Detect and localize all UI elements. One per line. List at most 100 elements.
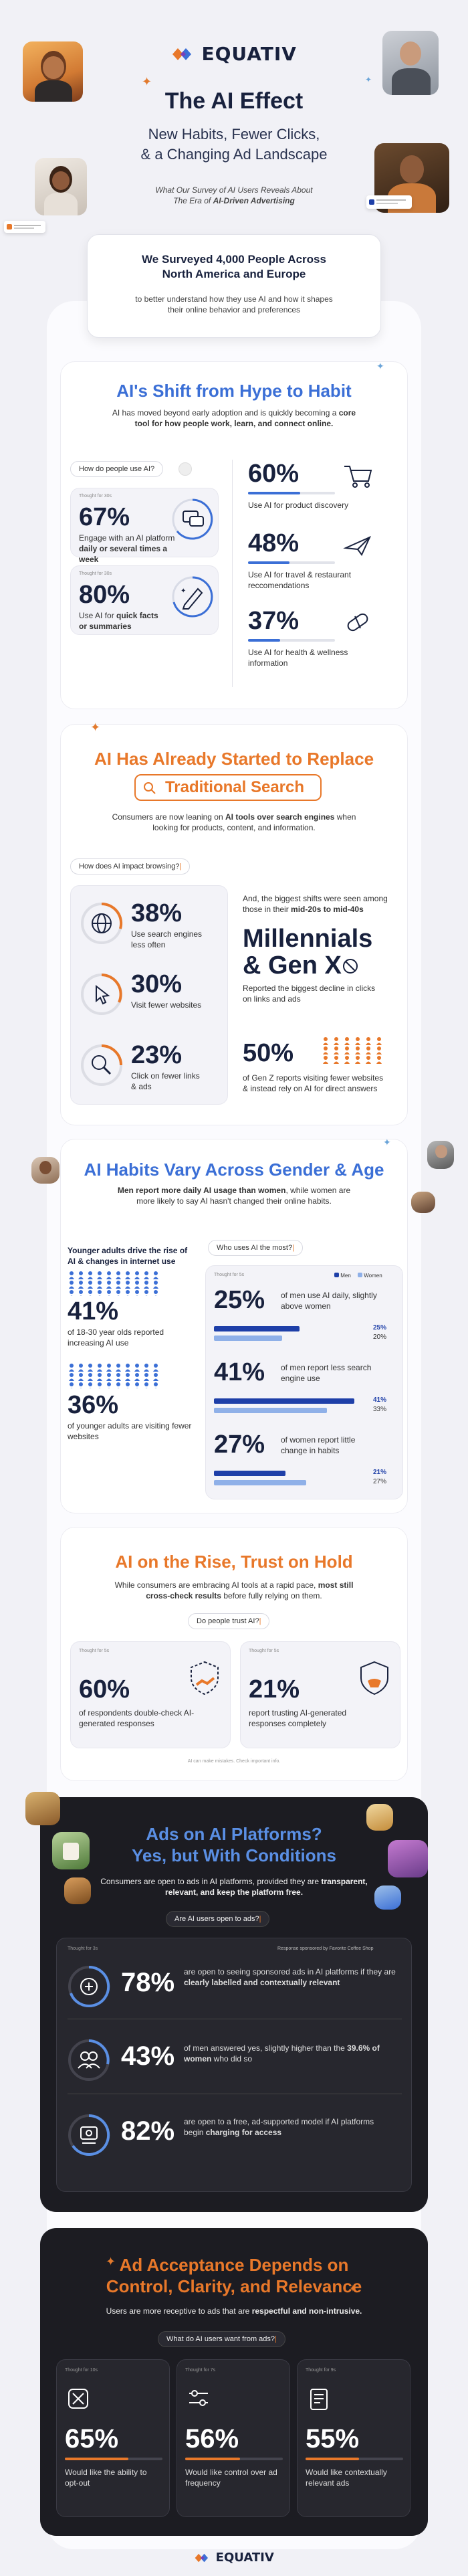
cursor-icon — [81, 974, 122, 1015]
stat-text: Use AI for health & wellness information — [248, 648, 348, 668]
trust-card-complete: Thought for 5s 21% report trusting AI-ge… — [240, 1641, 400, 1748]
chat-bubbles-icon — [172, 498, 213, 540]
legend-men: Men — [340, 1273, 351, 1279]
thought-label: Thought for 5s — [214, 1273, 245, 1277]
sparkle-icon: ✦ — [376, 361, 384, 371]
bar-fill — [65, 2458, 128, 2460]
thought-label: Thought for 5s — [249, 1649, 279, 1653]
divider — [232, 460, 233, 687]
stat-text: report trusting AI-generated responses c… — [249, 1708, 347, 1728]
bar-men — [214, 1326, 300, 1331]
section-ad-acceptance: ✦ ✦ Ad Acceptance Depends on Control, Cl… — [40, 2228, 428, 2536]
mini-chat-card-left — [4, 221, 45, 233]
plane-icon — [343, 536, 372, 556]
legend-women: Women — [364, 1273, 382, 1279]
stat-value: 60% — [79, 1675, 130, 1704]
stat-text: Would like control over ad frequency — [185, 2468, 277, 2488]
hero-photo-man-beard — [374, 143, 449, 213]
bar-fill — [248, 492, 300, 494]
photo-person-right-top — [427, 1141, 454, 1169]
cart-icon — [344, 466, 372, 488]
thought-label: Thought for 5s — [79, 1649, 110, 1653]
bar-women-label: 20% — [373, 1333, 387, 1341]
section-title: AI's Shift from Hype to Habit — [116, 381, 352, 401]
generation-text: Reported the biggest decline in clicks o… — [243, 984, 376, 1004]
thought-label: Thought for 30s — [79, 571, 112, 576]
stat-value: 41% — [68, 1297, 119, 1325]
globe-icon — [81, 902, 123, 944]
sparkle-icon: ✦ — [349, 2283, 357, 2294]
sliders-icon — [189, 2390, 208, 2406]
bar-women — [214, 1336, 283, 1341]
brand-name: EQUATIV — [201, 43, 297, 65]
page-title: The AI Effect — [164, 88, 304, 114]
gender-card: Thought for 5s Men Women 25% of men use … — [205, 1265, 403, 1499]
question-pill: Do people trust AI?| — [188, 1613, 270, 1629]
genz-text: of Gen Z reports visiting fewer websites… — [243, 1073, 384, 1093]
footnote: AI can make mistakes. Check important in… — [187, 1759, 281, 1764]
question-pill: Are AI users open to ads?| — [166, 1911, 270, 1927]
stat-value: 23% — [131, 1041, 183, 1069]
stat-text: Use AI for travel & restaurant reccomend… — [248, 570, 352, 590]
generation-title-line-1: Millennials — [243, 925, 373, 953]
question-pill: How does AI impact browsing?| — [70, 858, 191, 875]
gender-stat-text: of women report little change in habits — [281, 1435, 356, 1455]
stat-value: 65% — [65, 2424, 119, 2454]
section-replace-search: ✦ AI Has Already Started to Replace Trad… — [60, 721, 408, 1125]
stat-text: Use search engines less often — [131, 929, 203, 949]
stat-value: 55% — [306, 2424, 360, 2454]
bar-fill — [185, 2458, 240, 2460]
footer-logo: EQUATIV — [0, 2551, 468, 2565]
stat-text: are open to a free, ad-supported model i… — [184, 2117, 374, 2137]
photo-tag — [366, 1804, 393, 1831]
stat-value-health: 37% — [248, 607, 300, 635]
shield-check-icon — [360, 1661, 388, 1695]
trust-card-double-check: Thought for 5s 60% of respondents double… — [70, 1641, 231, 1748]
section-title: AI on the Rise, Trust on Hold — [115, 1552, 353, 1572]
survey-text: to better understand how they use AI and… — [135, 294, 333, 314]
sponsor-label: Response sponsored by Favorite Coffee Sh… — [277, 1946, 374, 1951]
stat-value: 36% — [68, 1391, 119, 1419]
no-click-icon — [343, 959, 358, 974]
legend-swatch-men — [334, 1273, 339, 1277]
bar-women — [214, 1480, 306, 1485]
bar-men-label: 21% — [373, 1469, 387, 1476]
hero-photo-woman-glasses — [23, 41, 83, 102]
people-grid-icon — [69, 1271, 158, 1296]
question-pill: How do people use AI? — [70, 461, 164, 477]
section-title: AI Has Already Started to Replace — [94, 749, 374, 769]
stat-text: of 18-30 year olds reported increasing A… — [68, 1327, 164, 1348]
hero-photo-man-laptop — [382, 31, 439, 95]
pill-icon — [347, 613, 368, 632]
sparkle-icon: ✦ — [142, 75, 152, 88]
document-icon — [310, 2389, 328, 2410]
section-description: While consumers are embracing AI tools a… — [114, 1580, 354, 1600]
thought-label: Thought for 10s — [65, 2368, 98, 2373]
thought-label: Thought for 30s — [79, 494, 112, 498]
people-grid-icon — [69, 1364, 158, 1388]
photo-person-right-bottom — [411, 1192, 435, 1213]
pencil-sparkle-icon: ✦ — [172, 576, 213, 618]
stat-value: 30% — [131, 970, 183, 998]
gender-stat-text: of men report less search engine use — [281, 1363, 372, 1383]
svg-text:✦: ✦ — [181, 587, 186, 595]
ads-card: Thought for 3s Response sponsored by Fav… — [56, 1938, 412, 2192]
stat-value: 67% — [79, 503, 130, 531]
age-shift-text: And, the biggest shifts were seen among … — [243, 894, 388, 914]
thought-label: Thought for 9s — [306, 2368, 336, 2373]
stat-text: Use AI for product discovery — [248, 500, 349, 510]
section-description: Men report more daily AI usage than wome… — [117, 1186, 351, 1206]
ad-pref-card: Thought for 10s 65% Would like the abili… — [56, 2359, 170, 2517]
generation-title-line-2: & Gen X — [243, 951, 342, 980]
generation-title: Millennials & Gen X — [243, 925, 372, 979]
brand-logo: EQUATIV — [0, 43, 468, 65]
opt-out-icon — [68, 2389, 88, 2409]
gender-stat-value: 41% — [214, 1358, 265, 1386]
photo-pastry — [64, 1877, 91, 1904]
gender-stat-text: of men use AI daily, slightly above wome… — [281, 1291, 377, 1311]
question-pill: Who uses AI the most?| — [208, 1240, 303, 1256]
users-icon — [68, 2039, 110, 2081]
stat-card-daily-use: Thought for 30s 67% Engage with an AI pl… — [70, 488, 219, 564]
stat-value-travel: 48% — [248, 529, 300, 557]
section-description: Consumers are open to ads in AI platform… — [100, 1877, 368, 1897]
